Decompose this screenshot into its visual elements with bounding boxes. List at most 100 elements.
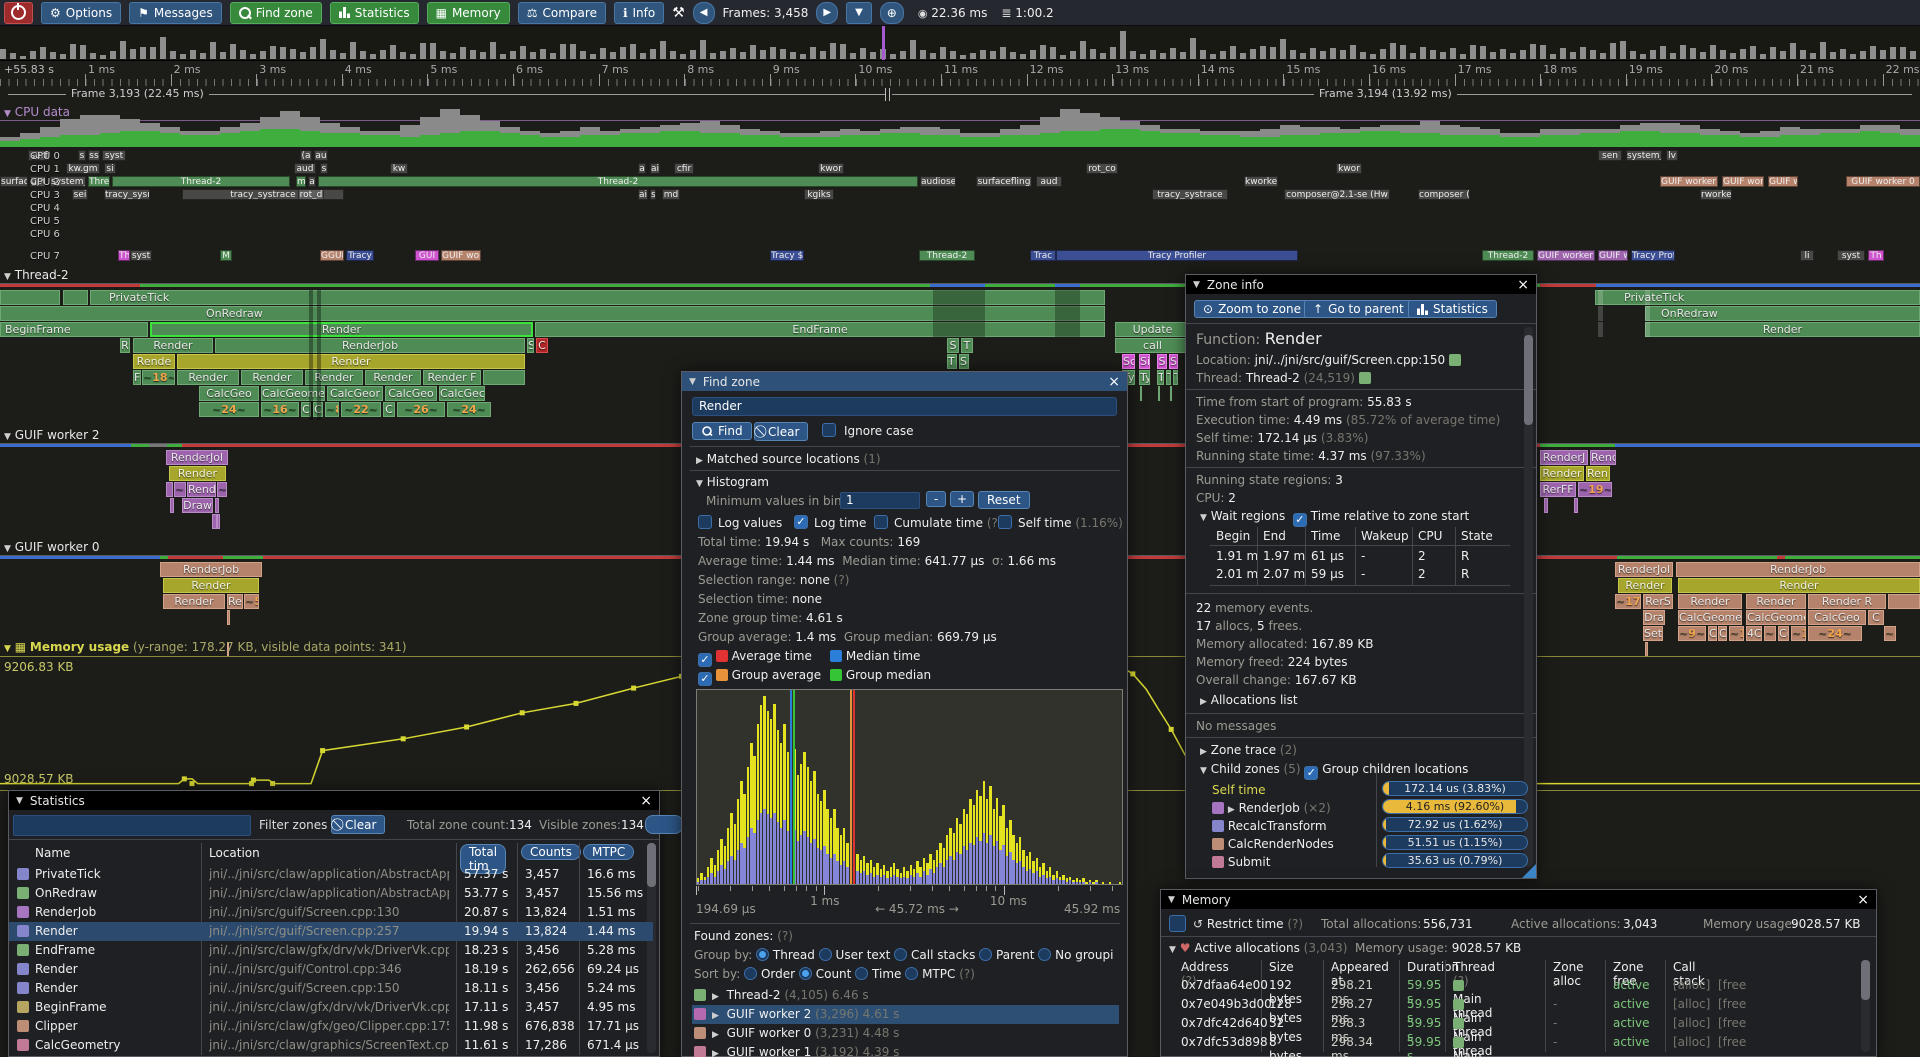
cpu-zone-chip[interactable]: rworke xyxy=(1700,189,1732,200)
cpu-zone-chip[interactable]: Tracy $ xyxy=(770,250,804,261)
stats-table-row[interactable]: CalcGeometry jni/../jni/src/claw/graphics… xyxy=(9,1036,653,1055)
timeline-zone[interactable]: Rende xyxy=(133,354,175,369)
group-children-checkbox[interactable] xyxy=(1304,766,1319,780)
timeline-zone[interactable] xyxy=(215,498,219,513)
timeline-zone[interactable]: PrivateTick xyxy=(90,290,1105,305)
timeline-zone[interactable]: Dra xyxy=(1643,610,1665,625)
timeline-zone[interactable]: C xyxy=(536,338,548,353)
timeline-zone[interactable]: Render xyxy=(1540,466,1584,481)
legend-checkbox[interactable] xyxy=(698,672,712,686)
cpu-zone-chip[interactable]: syst xyxy=(102,150,126,161)
timeline-zone[interactable] xyxy=(1574,498,1578,513)
cpu-zone-chip[interactable]: GUIF wor xyxy=(441,250,481,261)
timeline-zone[interactable]: C xyxy=(1868,610,1884,625)
radio-mtpc[interactable] xyxy=(905,967,919,980)
radio-parent[interactable] xyxy=(979,948,993,961)
cpu-zone-chip[interactable]: composer ( xyxy=(1418,189,1470,200)
stats-table-row[interactable]: PrivateTick jni/../jni/src/claw/applicati… xyxy=(9,865,653,884)
child-zone-row[interactable]: Submit xyxy=(1212,855,1270,869)
cpu-zone-chip[interactable]: GUIF worker 0 xyxy=(1846,176,1920,187)
cpu-zone-chip[interactable]: tracy_systrace xyxy=(1152,189,1228,200)
frame-overview-strip[interactable] xyxy=(0,26,1920,61)
cpu-zone-chip[interactable]: (a xyxy=(300,150,312,161)
messages-button[interactable]: ⚑ Messages xyxy=(129,1,222,24)
cpu-zone-chip[interactable]: audiose xyxy=(920,176,956,187)
timeline-zone[interactable]: CalcGec xyxy=(439,386,485,401)
timeline-zone[interactable]: Rend xyxy=(1590,450,1616,465)
info-button[interactable]: ℹ Info xyxy=(613,1,665,24)
statistics-button[interactable]: Statistics xyxy=(329,1,419,24)
timeline-zone[interactable]: ~24~ xyxy=(1808,626,1862,641)
find-zone-titlebar[interactable]: ▼ Find zone × xyxy=(682,372,1127,391)
log-values-checkbox[interactable] xyxy=(698,515,712,529)
timeline-zone[interactable]: ~4~ xyxy=(1884,626,1896,641)
timeline-zone[interactable]: Set xyxy=(1643,626,1663,641)
timeline-zone[interactable]: BeginFrame xyxy=(0,322,148,337)
timeline-zone[interactable]: Si xyxy=(1139,354,1150,369)
close-icon[interactable]: × xyxy=(1517,276,1529,293)
timeline-zone[interactable] xyxy=(1140,386,1142,401)
cpu-data-header[interactable]: ▼ CPU data xyxy=(4,105,70,119)
zoom-to-zone-button[interactable]: ⊙ Zoom to zone xyxy=(1194,300,1310,318)
found-zone-group[interactable]: ▶ Thread-2 (4,105) 6.46 s xyxy=(692,986,1119,1005)
timeline-zone[interactable]: Render xyxy=(133,338,213,353)
memory-titlebar[interactable]: ▼ Memory × xyxy=(1161,890,1876,909)
timeline-zone[interactable]: ~8~ xyxy=(174,482,186,497)
timeline-zone[interactable]: 4C xyxy=(1746,626,1762,641)
cpu-zone-chip[interactable]: cfir xyxy=(674,163,694,174)
timeline-zone[interactable]: Render xyxy=(1678,594,1742,609)
collapse-icon[interactable]: ▼ xyxy=(1168,894,1175,905)
cpu-zone-chip[interactable]: au xyxy=(314,150,328,161)
timeline-zone[interactable]: ~11~ xyxy=(1729,626,1744,641)
cpu-zone-chip[interactable]: GGUIF xyxy=(320,250,344,261)
timeline-zone[interactable]: T xyxy=(1173,370,1178,385)
cpu-zone-chip[interactable]: GUIF w xyxy=(1768,176,1798,187)
cpu-zone-chip[interactable]: aud xyxy=(1036,176,1062,187)
cpu-zone-chip[interactable]: Trac xyxy=(1030,250,1056,261)
cpu-zone-chip[interactable]: kwor xyxy=(818,163,844,174)
timeline-zone[interactable]: Render xyxy=(1645,322,1920,337)
cpu-zone-chip[interactable]: tracy_systrace xyxy=(182,189,344,200)
thread-header[interactable]: ▼ Thread-2 xyxy=(4,268,69,282)
timeline-zone[interactable]: S xyxy=(1157,354,1167,369)
radio-time[interactable] xyxy=(855,967,869,980)
timeline-zone[interactable]: EndFrame xyxy=(535,322,1105,337)
timeline-zone[interactable]: T xyxy=(961,338,973,353)
timeline-zone[interactable]: ~22~ xyxy=(341,402,381,417)
find-zone-search-input[interactable]: Render xyxy=(692,397,1117,416)
sort-total-time[interactable]: Total tim xyxy=(460,844,507,874)
options-button[interactable]: ⚙ Options xyxy=(41,1,122,24)
collapse-icon[interactable]: ▼ xyxy=(1193,279,1200,290)
cpu-zone-chip[interactable]: m xyxy=(296,176,306,187)
log-time-checkbox[interactable] xyxy=(794,515,808,529)
timeline-zone[interactable] xyxy=(212,514,217,529)
timeline-zone[interactable] xyxy=(1158,386,1160,401)
time-relative-checkbox[interactable] xyxy=(1292,513,1307,527)
cpu-zone-chip[interactable]: GUIF worker 0 xyxy=(1660,176,1718,187)
timeline-zone[interactable]: Render xyxy=(1746,594,1806,609)
timeline-zone[interactable]: C xyxy=(313,402,323,417)
timeline-zone[interactable] xyxy=(1645,642,1648,657)
cpu-zone-chip[interactable]: surfacefl xyxy=(0,176,28,187)
cpu-zone-chip[interactable]: Tracy Profiler xyxy=(1056,250,1298,261)
timeline-zone[interactable]: Render xyxy=(177,354,525,369)
timeline-zone[interactable]: ~17~ xyxy=(1615,594,1641,609)
stats-table-row[interactable]: EndFrame jni/../jni/src/claw/gfx/drv/vk/D… xyxy=(9,941,653,960)
cpu-zone-chip[interactable]: a xyxy=(638,163,646,174)
zone-trace-expander[interactable]: ▶ Zone trace (2) xyxy=(1200,743,1297,757)
restrict-time-checkbox[interactable] xyxy=(1169,915,1186,932)
cpu-zone-chip[interactable]: system_se xyxy=(50,176,86,187)
cpu-zone-chip[interactable]: tracy_sysn xyxy=(104,189,150,200)
timeline-zone[interactable]: Sc xyxy=(1122,354,1135,369)
cpu-zone-chip[interactable]: Thread-2 xyxy=(318,176,918,187)
timeline-zone[interactable]: C xyxy=(301,402,311,417)
goto-frame-button[interactable]: ⊕ xyxy=(879,1,904,24)
close-icon[interactable]: × xyxy=(1857,891,1869,908)
timeline-zone[interactable] xyxy=(166,482,173,497)
statistics-titlebar[interactable]: ▼ Statistics × xyxy=(9,791,659,810)
cpu-zone-chip[interactable]: ai xyxy=(650,163,660,174)
found-zone-group[interactable]: ▶ GUIF worker 1 (3,192) 4.39 s xyxy=(692,1043,1119,1057)
cpu-zone-chip[interactable]: md xyxy=(662,189,680,200)
cpu-zone-chip[interactable]: si xyxy=(104,163,116,174)
stats-table-row[interactable]: Render jni/../jni/src/guif/Screen.cpp:150… xyxy=(9,979,653,998)
